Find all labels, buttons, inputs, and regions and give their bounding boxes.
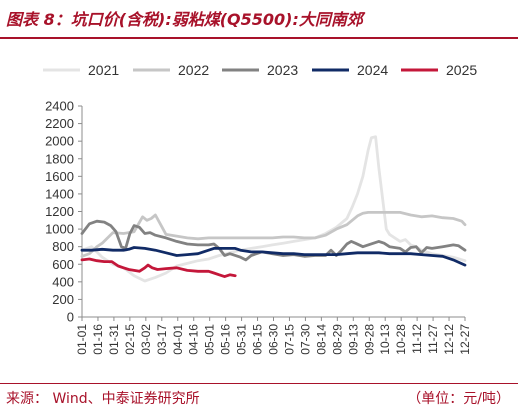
y-tick-label: 0: [67, 310, 74, 325]
x-tick-label: 11-12: [410, 324, 424, 354]
x-tick-label: 01-31: [107, 324, 121, 355]
chart-legend: 2021 2022 2023 2024 2025: [43, 62, 477, 78]
x-tick-label: 09-13: [346, 324, 360, 355]
x-tick-label: 03-02: [139, 324, 153, 355]
legend-label-2023: 2023: [267, 62, 298, 78]
x-tick-label: 12-12: [442, 324, 456, 355]
x-tick-label: 11-27: [426, 324, 440, 354]
x-tick-label: 07-30: [298, 324, 312, 355]
x-tick-label: 10-13: [378, 324, 392, 355]
x-tick-label: 09-28: [362, 324, 376, 355]
y-axis: 0 200 400 600 800 1000 1200 1400 1600 1800 2000 220…: [45, 99, 83, 325]
x-tick-label: 03-17: [155, 324, 169, 355]
x-tick-label: 04-01: [171, 324, 185, 355]
chart-series: [80, 135, 467, 283]
y-tick-label: 1000: [45, 222, 74, 237]
legend-label-2024: 2024: [357, 62, 388, 78]
x-tick-label: 08-29: [330, 324, 344, 355]
y-tick-label: 1800: [45, 151, 74, 166]
x-tick-label: 06-15: [251, 324, 265, 355]
legend-label-2021: 2021: [88, 62, 119, 78]
legend-label-2022: 2022: [178, 62, 209, 78]
figure-title: 图表 8：坑口价(含税):弱粘煤(Q5500):大同南郊: [6, 10, 363, 29]
y-tick-label: 2000: [45, 134, 74, 149]
x-tick-label: 07-15: [282, 324, 296, 355]
y-tick-label: 2200: [45, 116, 74, 131]
x-tick-label: 05-31: [235, 324, 249, 355]
y-tick-label: 400: [52, 274, 74, 289]
series-line-2022: [80, 211, 467, 258]
y-tick-label: 600: [52, 257, 74, 272]
y-tick-label: 800: [52, 239, 74, 254]
unit-note: （单位：元/吨）: [407, 391, 510, 407]
y-tick-label: 1200: [45, 204, 74, 219]
x-tick-label: 05-01: [203, 324, 217, 355]
source-divider: [0, 383, 518, 384]
x-tick-label: 01-16: [91, 324, 105, 355]
source-note: 来源： Wind、中泰证券研究所: [6, 391, 200, 407]
x-tick-label: 08-14: [314, 324, 328, 355]
x-axis: 01-01 01-16 01-31 02-15 03-02 03-17 04-01 04-16…: [75, 316, 472, 355]
y-tick-label: 1400: [45, 186, 74, 201]
x-tick-label: 10-28: [394, 324, 408, 355]
x-tick-label: 01-01: [75, 324, 89, 355]
y-tick-label: 2400: [45, 99, 74, 114]
y-tick-label: 1600: [45, 169, 74, 184]
x-tick-label: 04-16: [187, 324, 201, 355]
series-line-2021: [80, 135, 467, 283]
x-tick-label: 06-30: [267, 324, 281, 355]
y-tick-label: 200: [52, 292, 74, 307]
legend-label-2025: 2025: [446, 62, 477, 78]
series-line-2025: [80, 257, 237, 278]
series-line-2024: [80, 246, 467, 267]
title-divider: [0, 37, 518, 39]
x-tick-label: 05-16: [219, 324, 233, 355]
x-tick-label: 02-15: [123, 324, 137, 355]
x-tick-label: 12-27: [458, 324, 472, 355]
